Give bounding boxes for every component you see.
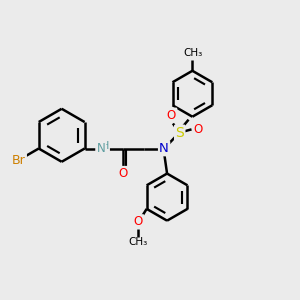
Text: CH₃: CH₃	[129, 237, 148, 247]
Text: Br: Br	[12, 154, 26, 166]
Text: CH₃: CH₃	[183, 48, 202, 58]
Text: S: S	[176, 126, 184, 140]
Text: N: N	[159, 142, 169, 155]
Text: O: O	[134, 215, 143, 228]
Text: O: O	[167, 109, 176, 122]
Text: O: O	[118, 167, 128, 180]
Text: N: N	[96, 142, 105, 155]
Text: O: O	[194, 123, 203, 136]
Text: H: H	[100, 141, 109, 151]
